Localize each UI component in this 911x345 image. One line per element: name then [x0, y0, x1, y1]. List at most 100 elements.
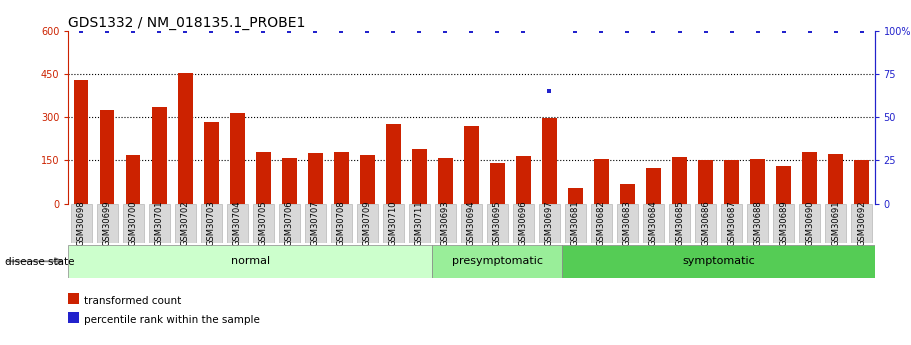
FancyBboxPatch shape — [695, 204, 716, 243]
Bar — [465, 126, 478, 204]
Bar — [620, 184, 635, 204]
FancyBboxPatch shape — [461, 204, 482, 243]
Text: GSM30690: GSM30690 — [805, 201, 814, 246]
FancyBboxPatch shape — [71, 204, 92, 243]
Bar — [152, 107, 167, 204]
Bar — [542, 118, 557, 204]
FancyBboxPatch shape — [227, 204, 248, 243]
Text: GSM30702: GSM30702 — [181, 201, 189, 246]
Bar — [74, 80, 88, 204]
Bar — [204, 122, 219, 204]
FancyBboxPatch shape — [721, 204, 742, 243]
Bar — [360, 155, 374, 204]
Bar — [568, 188, 583, 204]
FancyBboxPatch shape — [562, 245, 875, 278]
Text: GSM30700: GSM30700 — [128, 201, 138, 246]
Bar — [282, 158, 297, 204]
Text: GSM30705: GSM30705 — [259, 201, 268, 246]
Text: GSM30683: GSM30683 — [623, 200, 632, 246]
FancyBboxPatch shape — [305, 204, 326, 243]
FancyBboxPatch shape — [433, 245, 562, 278]
Bar — [100, 110, 115, 204]
FancyBboxPatch shape — [331, 204, 352, 243]
Text: GSM30701: GSM30701 — [155, 201, 164, 246]
FancyBboxPatch shape — [799, 204, 820, 243]
Text: GSM30709: GSM30709 — [363, 201, 372, 246]
Text: GSM30710: GSM30710 — [389, 201, 398, 246]
Text: GSM30696: GSM30696 — [519, 200, 528, 246]
Bar — [672, 157, 687, 204]
Text: GSM30685: GSM30685 — [675, 200, 684, 246]
FancyBboxPatch shape — [435, 204, 456, 243]
Text: GSM30704: GSM30704 — [233, 201, 242, 246]
FancyBboxPatch shape — [643, 204, 664, 243]
Text: GSM30693: GSM30693 — [441, 200, 450, 246]
Text: GSM30708: GSM30708 — [337, 200, 346, 246]
Bar — [646, 168, 660, 204]
Text: disease state: disease state — [5, 257, 74, 267]
Text: GSM30711: GSM30711 — [415, 201, 424, 246]
FancyBboxPatch shape — [669, 204, 691, 243]
Text: GSM30694: GSM30694 — [467, 201, 476, 246]
FancyBboxPatch shape — [97, 204, 118, 243]
FancyBboxPatch shape — [851, 204, 872, 243]
Text: GSM30706: GSM30706 — [285, 200, 294, 246]
Bar — [776, 166, 791, 204]
Bar — [256, 152, 271, 204]
FancyBboxPatch shape — [486, 204, 508, 243]
FancyBboxPatch shape — [513, 204, 534, 243]
FancyBboxPatch shape — [565, 204, 586, 243]
Text: GSM30684: GSM30684 — [649, 200, 658, 246]
FancyBboxPatch shape — [200, 204, 222, 243]
Text: symptomatic: symptomatic — [682, 256, 755, 266]
Bar — [490, 163, 505, 204]
Bar — [751, 159, 764, 204]
Bar — [334, 152, 349, 204]
Bar — [594, 159, 609, 204]
Text: GDS1332 / NM_018135.1_PROBE1: GDS1332 / NM_018135.1_PROBE1 — [68, 16, 306, 30]
Bar — [230, 113, 244, 204]
Text: GSM30681: GSM30681 — [571, 200, 580, 246]
Text: percentile rank within the sample: percentile rank within the sample — [84, 315, 260, 325]
Text: GSM30691: GSM30691 — [831, 201, 840, 246]
Text: normal: normal — [230, 256, 270, 266]
Text: GSM30698: GSM30698 — [77, 200, 86, 246]
FancyBboxPatch shape — [617, 204, 638, 243]
Text: GSM30686: GSM30686 — [701, 200, 710, 246]
FancyBboxPatch shape — [252, 204, 274, 243]
Text: GSM30687: GSM30687 — [727, 200, 736, 246]
FancyBboxPatch shape — [383, 204, 404, 243]
Bar — [855, 160, 869, 204]
Bar — [127, 155, 140, 204]
FancyBboxPatch shape — [175, 204, 196, 243]
Bar — [386, 124, 401, 204]
Text: GSM30695: GSM30695 — [493, 201, 502, 246]
FancyBboxPatch shape — [148, 204, 170, 243]
FancyBboxPatch shape — [747, 204, 768, 243]
FancyBboxPatch shape — [773, 204, 794, 243]
FancyBboxPatch shape — [591, 204, 612, 243]
Text: GSM30699: GSM30699 — [103, 201, 112, 246]
FancyBboxPatch shape — [123, 204, 144, 243]
Bar — [413, 149, 426, 204]
Text: GSM30682: GSM30682 — [597, 200, 606, 246]
Text: presymptomatic: presymptomatic — [452, 256, 543, 266]
FancyBboxPatch shape — [824, 204, 846, 243]
Text: GSM30689: GSM30689 — [779, 200, 788, 246]
Bar — [438, 158, 453, 204]
FancyBboxPatch shape — [538, 204, 560, 243]
FancyBboxPatch shape — [357, 204, 378, 243]
FancyBboxPatch shape — [279, 204, 300, 243]
Bar — [699, 160, 712, 204]
Text: GSM30688: GSM30688 — [753, 200, 762, 246]
Bar — [803, 152, 816, 204]
Bar — [828, 154, 843, 204]
Bar — [517, 156, 530, 204]
Text: GSM30697: GSM30697 — [545, 200, 554, 246]
Bar — [724, 160, 739, 204]
Bar — [179, 73, 192, 204]
Text: GSM30703: GSM30703 — [207, 200, 216, 246]
FancyBboxPatch shape — [68, 245, 433, 278]
Text: transformed count: transformed count — [84, 296, 181, 306]
FancyBboxPatch shape — [409, 204, 430, 243]
